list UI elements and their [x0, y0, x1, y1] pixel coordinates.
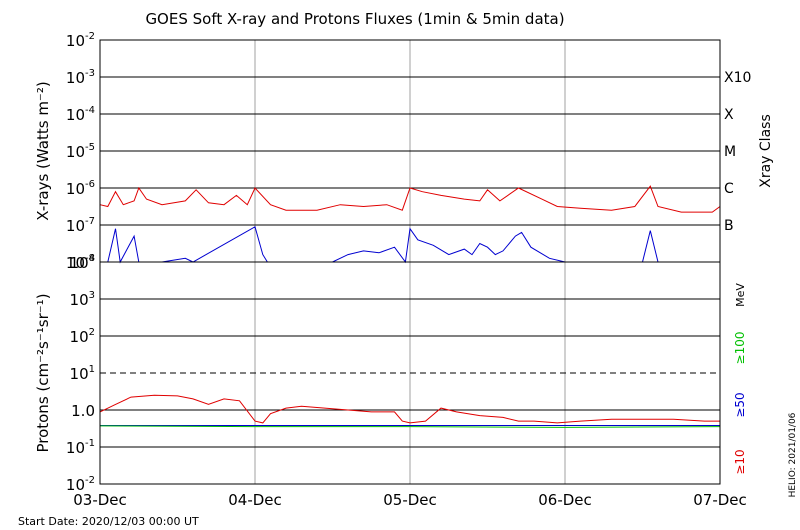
proton-panel: 10-2 10-1 1.0 101 102 103 104 Protons (cm⁻²s⁻¹…	[34, 253, 747, 494]
xray-class-label: X	[724, 107, 734, 123]
xray-panel: 10-8 10-7 10-6 10-5 10-4 10-3 10-2 X-rays (Wat…	[34, 31, 774, 272]
y-tick-label: 10-5	[66, 142, 95, 161]
xray-class-axis-label: Xray Class	[758, 114, 774, 188]
y-tick-label: 1.0	[71, 402, 95, 420]
proton-legend-label: ≥100	[733, 332, 747, 365]
x-tick-label: 05-Dec	[383, 491, 437, 509]
xray-class-label: C	[724, 181, 734, 197]
x-tick-label: 04-Dec	[228, 491, 282, 509]
proton-series	[99, 394, 721, 428]
y-tick-label: 10-2	[66, 475, 95, 494]
y-tick-label: 10-8	[66, 253, 95, 272]
start-date: Start Date: 2020/12/03 00:00 UT	[18, 515, 199, 528]
xray-class-label: B	[724, 218, 734, 234]
series-line-long	[99, 185, 721, 213]
x-tick-label: 03-Dec	[73, 491, 127, 509]
mev-label: MeV	[734, 283, 747, 307]
xray-class-label: M	[724, 144, 736, 160]
y-tick-label: 103	[70, 290, 95, 309]
y-tick-label: 10-2	[66, 31, 95, 50]
proton-gridlines	[100, 262, 720, 484]
proton-legend-label: ≥10	[733, 449, 747, 474]
xray-class-labels: B C M X X10	[724, 70, 751, 234]
x-tick-label: 06-Dec	[538, 491, 592, 509]
y-tick-label: 101	[70, 364, 95, 383]
xray-y-label: X-rays (Watts m⁻²)	[34, 81, 52, 220]
x-tick-label: 07-Dec	[693, 491, 747, 509]
y-tick-label: 10-4	[66, 105, 95, 124]
x-axis-ticks: 03-Dec 04-Dec 05-Dec 06-Dec 07-Dec	[73, 491, 747, 509]
series-line-10	[99, 394, 720, 424]
y-tick-label: 10-1	[66, 438, 95, 457]
y-tick-label: 104	[70, 253, 95, 272]
proton-frame	[99, 261, 721, 485]
y-tick-label: 102	[70, 327, 95, 346]
proton-legend: ≥100 ≥50 ≥10	[733, 332, 747, 475]
xray-class-label: X10	[724, 70, 751, 86]
y-tick-label: 10-6	[66, 179, 95, 198]
y-tick-label: 10-7	[66, 216, 95, 235]
xray-y-ticks: 10-8 10-7 10-6 10-5 10-4 10-3 10-2	[66, 31, 95, 272]
y-tick-label: 10-3	[66, 68, 95, 87]
proton-y-label: Protons (cm⁻²s⁻¹sr⁻¹)	[34, 293, 52, 452]
side-stamp: HELIO: 2021/01/06	[788, 412, 798, 497]
proton-y-ticks: 10-2 10-1 1.0 101 102 103 104	[66, 253, 95, 494]
series-line-100	[99, 425, 721, 428]
chart-title: GOES Soft X-ray and Protons Fluxes (1min…	[145, 10, 564, 28]
proton-legend-label: ≥50	[733, 392, 747, 417]
